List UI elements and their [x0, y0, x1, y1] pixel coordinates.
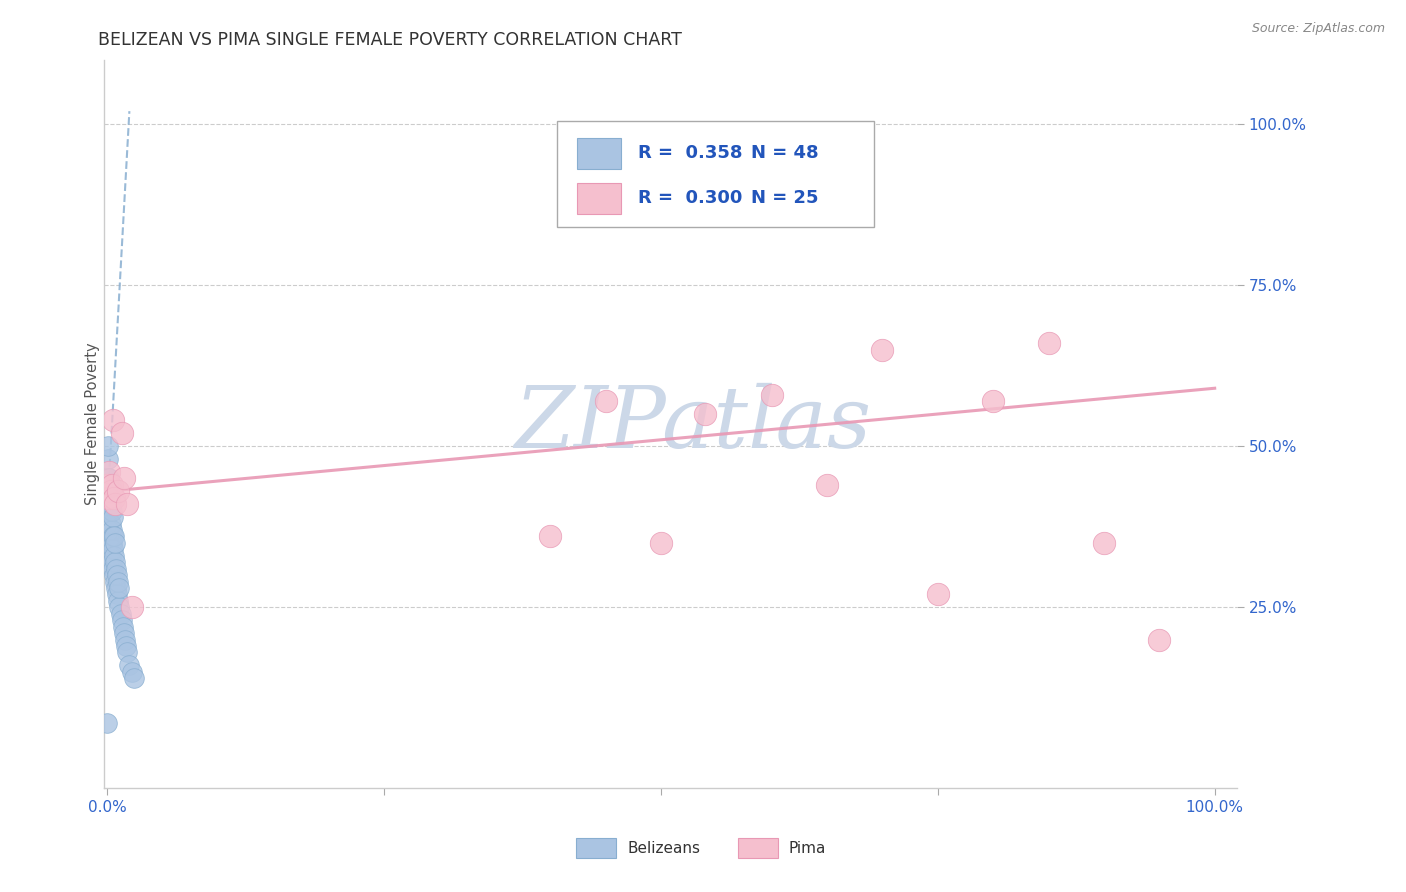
Point — [927, 587, 949, 601]
Point — [107, 484, 129, 499]
Point — [100, 549, 122, 563]
Point — [112, 471, 135, 485]
Point — [105, 581, 128, 595]
Point — [111, 613, 134, 627]
Point — [97, 439, 120, 453]
Point — [96, 716, 118, 731]
Point — [98, 465, 121, 479]
Point — [103, 491, 125, 505]
Text: Belizeans: Belizeans — [627, 841, 700, 855]
Point — [103, 529, 125, 543]
Text: Pima: Pima — [789, 841, 827, 855]
Point — [100, 484, 122, 499]
Point — [100, 529, 122, 543]
Point — [100, 536, 122, 550]
Point — [98, 503, 121, 517]
Text: R =  0.358: R = 0.358 — [637, 144, 742, 161]
Point — [112, 626, 135, 640]
Point — [105, 562, 128, 576]
Point — [104, 536, 127, 550]
Point — [100, 497, 122, 511]
Point — [115, 645, 138, 659]
Point — [1092, 536, 1115, 550]
Point — [1149, 632, 1171, 647]
Point — [101, 510, 124, 524]
Point — [761, 387, 783, 401]
Point — [101, 542, 124, 557]
Point — [815, 478, 838, 492]
Point — [98, 484, 121, 499]
Point — [110, 607, 132, 621]
Point — [97, 491, 120, 505]
Point — [100, 478, 122, 492]
Point — [538, 529, 561, 543]
Point — [122, 671, 145, 685]
Point — [115, 639, 138, 653]
Text: N = 48: N = 48 — [751, 144, 818, 161]
Point — [96, 478, 118, 492]
Point — [101, 413, 124, 427]
Point — [121, 665, 143, 679]
Point — [104, 497, 127, 511]
Point — [98, 536, 121, 550]
Point — [114, 632, 136, 647]
Point — [872, 343, 894, 357]
Point — [105, 587, 128, 601]
Point — [105, 568, 128, 582]
Point — [103, 568, 125, 582]
Point — [101, 529, 124, 543]
Point — [107, 574, 129, 589]
Point — [100, 555, 122, 569]
Point — [100, 503, 122, 517]
Point — [100, 516, 122, 531]
Point — [100, 478, 122, 492]
Point — [108, 600, 131, 615]
Point — [650, 536, 672, 550]
Text: Source: ZipAtlas.com: Source: ZipAtlas.com — [1251, 22, 1385, 36]
Text: ZIPatlas: ZIPatlas — [515, 383, 872, 465]
Point — [111, 620, 134, 634]
FancyBboxPatch shape — [557, 121, 875, 227]
Point — [108, 581, 131, 595]
Point — [121, 600, 143, 615]
Point — [97, 452, 120, 467]
Point — [98, 523, 121, 537]
Point — [104, 574, 127, 589]
Point — [118, 658, 141, 673]
Point — [103, 549, 125, 563]
Point — [98, 471, 121, 485]
Point — [97, 471, 120, 485]
Point — [101, 562, 124, 576]
Point — [96, 516, 118, 531]
Text: BELIZEAN VS PIMA SINGLE FEMALE POVERTY CORRELATION CHART: BELIZEAN VS PIMA SINGLE FEMALE POVERTY C… — [98, 31, 682, 49]
Point — [1038, 336, 1060, 351]
Point — [97, 491, 120, 505]
FancyBboxPatch shape — [578, 183, 620, 214]
Point — [695, 407, 717, 421]
Point — [104, 555, 127, 569]
Text: R =  0.300: R = 0.300 — [637, 189, 742, 207]
Point — [107, 594, 129, 608]
Point — [111, 426, 134, 441]
Y-axis label: Single Female Poverty: Single Female Poverty — [86, 343, 100, 505]
Point — [595, 394, 617, 409]
FancyBboxPatch shape — [578, 137, 620, 169]
Point — [981, 394, 1004, 409]
Text: N = 25: N = 25 — [751, 189, 818, 207]
Point — [115, 497, 138, 511]
Point — [100, 523, 122, 537]
